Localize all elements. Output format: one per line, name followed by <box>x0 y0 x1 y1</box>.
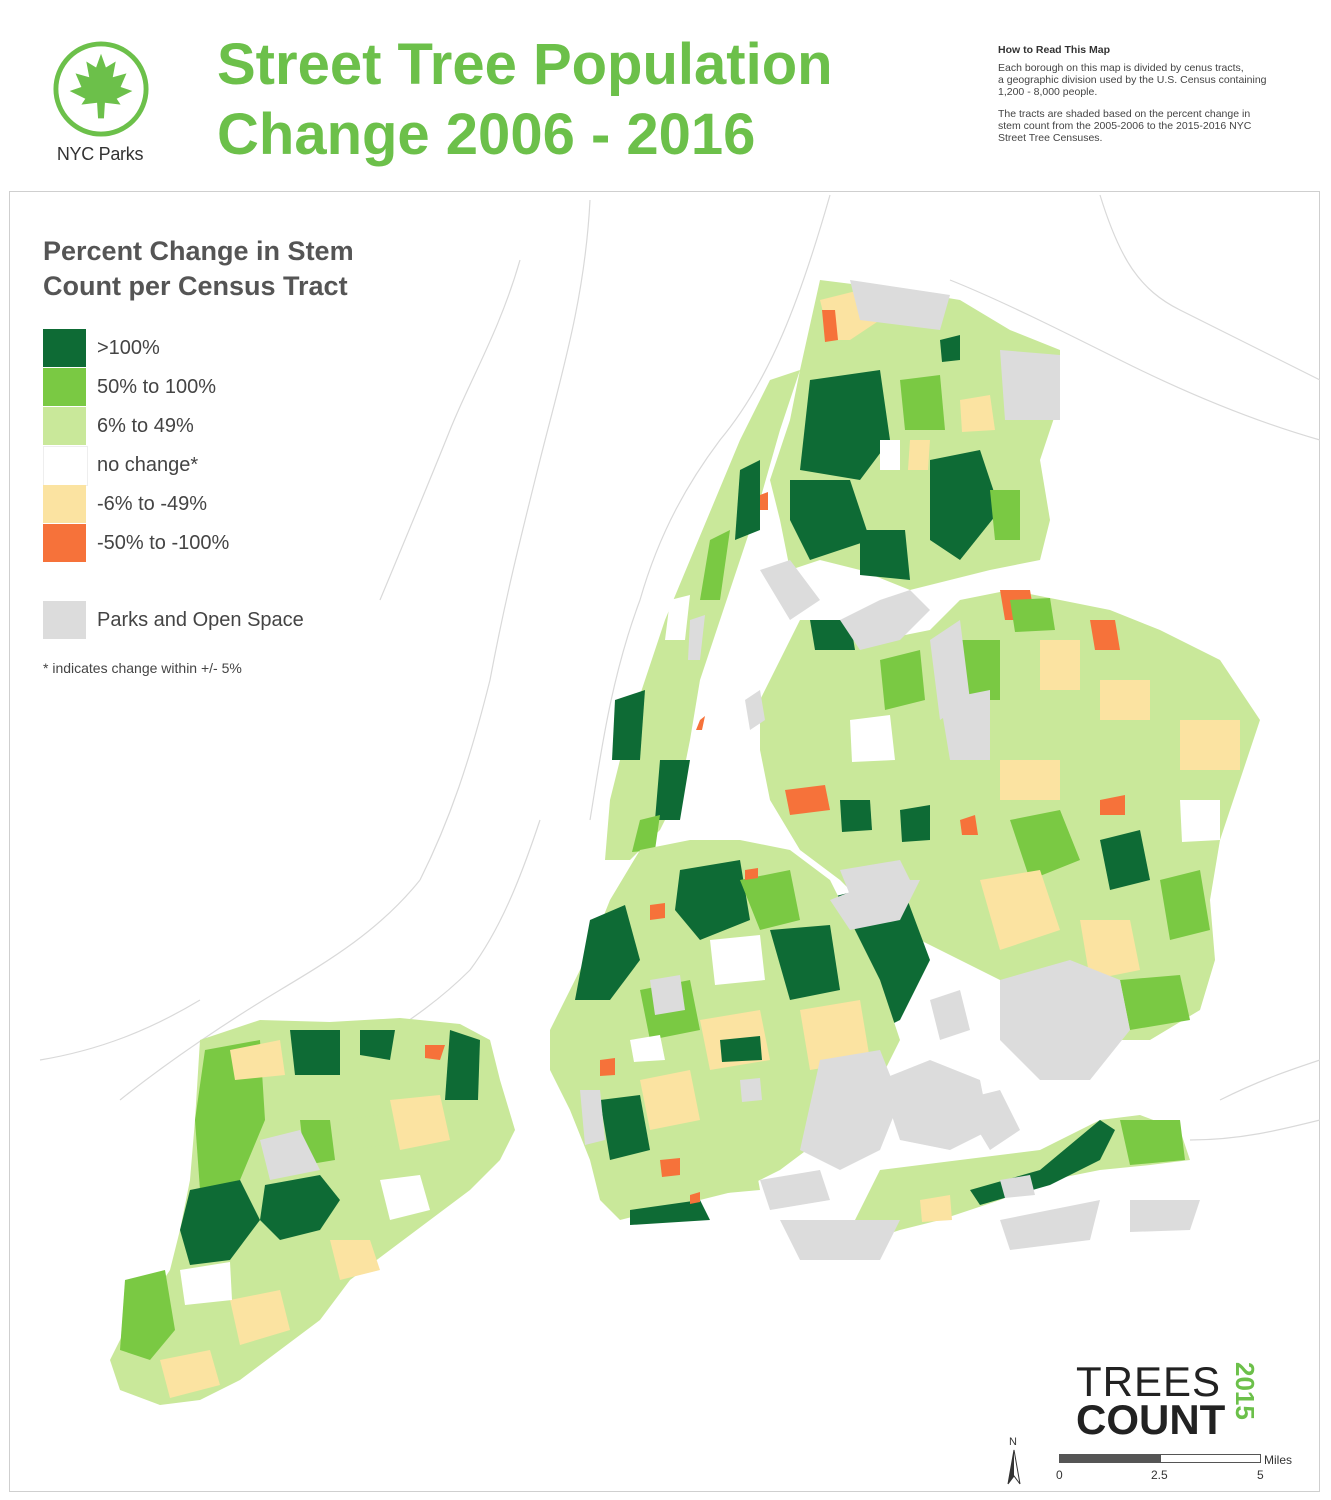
legend-item-6-to-49: 6% to 49% <box>43 407 343 445</box>
legend-item-no-change: no change* <box>43 446 343 486</box>
legend-note: * indicates change within +/- 5% <box>43 660 242 676</box>
nyc-parks-logo-text: NYC Parks <box>56 144 144 164</box>
north-arrow-icon <box>1007 1449 1021 1485</box>
title-line-1: Street Tree Population <box>217 32 833 97</box>
legend-title-line1: Percent Change in Stem <box>43 236 354 266</box>
legend-label: -6% to -49% <box>97 493 208 515</box>
scale-unit: Miles <box>1264 1453 1293 1467</box>
scale-tick-2-5: 2.5 <box>1151 1468 1168 1482</box>
scale-tick-0: 0 <box>1056 1468 1063 1482</box>
how-to-read-p1-line2: a geographic division used by the U.S. C… <box>998 74 1267 86</box>
how-to-read-paragraph-1: Each borough on this map is divided by c… <box>998 62 1298 98</box>
nyc-parks-leaf-icon <box>53 41 149 137</box>
parks-open-space <box>650 590 1200 1260</box>
legend-label: 50% to 100% <box>97 376 216 398</box>
page-title: Street Tree Population Change 2006 - 201… <box>217 30 833 170</box>
header <box>9 8 1320 192</box>
how-to-read-heading: How to Read This Map <box>998 44 1111 56</box>
legend-item-minus-6-to-49: -6% to -49% <box>43 485 343 523</box>
legend-title-line2: Count per Census Tract <box>43 271 348 301</box>
bronx <box>760 280 1060 590</box>
manhattan <box>605 370 800 860</box>
trees-count-year: 2015 <box>1230 1362 1260 1420</box>
legend-label: Parks and Open Space <box>97 609 304 631</box>
trees-count-line1: TREES <box>1076 1358 1222 1405</box>
legend-title: Percent Change in Stem Count per Census … <box>43 234 354 304</box>
how-to-read-p2-line1: The tracts are shaded based on the perce… <box>998 108 1251 120</box>
scale-bar-segment-light <box>1160 1454 1261 1463</box>
scale-bar-segment-dark <box>1059 1454 1160 1463</box>
legend-swatch <box>43 524 86 562</box>
trees-count-line2: COUNT <box>1076 1396 1226 1443</box>
legend-swatch <box>43 407 86 445</box>
scale-tick-5: 5 <box>1257 1468 1264 1482</box>
legend-swatch <box>43 601 86 639</box>
how-to-read-paragraph-2: The tracts are shaded based on the perce… <box>998 108 1298 144</box>
legend-item-50-to-100: 50% to 100% <box>43 368 343 406</box>
legend-swatch <box>43 368 86 406</box>
legend-label: no change* <box>97 454 199 476</box>
legend-label: -50% to -100% <box>97 532 230 554</box>
legend-swatch <box>43 485 86 523</box>
legend-item-over-100: >100% <box>43 329 343 367</box>
legend-swatch <box>43 329 86 367</box>
how-to-read-p2-line2: stem count from the 2005-2006 to the 201… <box>998 120 1252 132</box>
how-to-read-box: How to Read This Map Each borough on thi… <box>998 44 1298 154</box>
river-islands <box>745 560 820 730</box>
legend-item-parks: Parks and Open Space <box>43 601 343 639</box>
legend-label: 6% to 49% <box>97 415 194 437</box>
how-to-read-p1-line3: 1,200 - 8,000 people. <box>998 86 1098 98</box>
title-line-2: Change 2006 - 2016 <box>217 102 756 167</box>
trees-count-logo: TREES COUNT <box>1076 1358 1256 1443</box>
legend-item-minus-50-to-100: -50% to -100% <box>43 524 343 562</box>
staten-island <box>110 1018 515 1405</box>
legend-label: >100% <box>97 337 160 359</box>
how-to-read-p2-line3: Street Tree Censuses. <box>998 132 1103 144</box>
north-label: N <box>1009 1436 1017 1448</box>
legend-swatch <box>43 446 88 486</box>
how-to-read-p1-line1: Each borough on this map is divided by c… <box>998 62 1244 74</box>
